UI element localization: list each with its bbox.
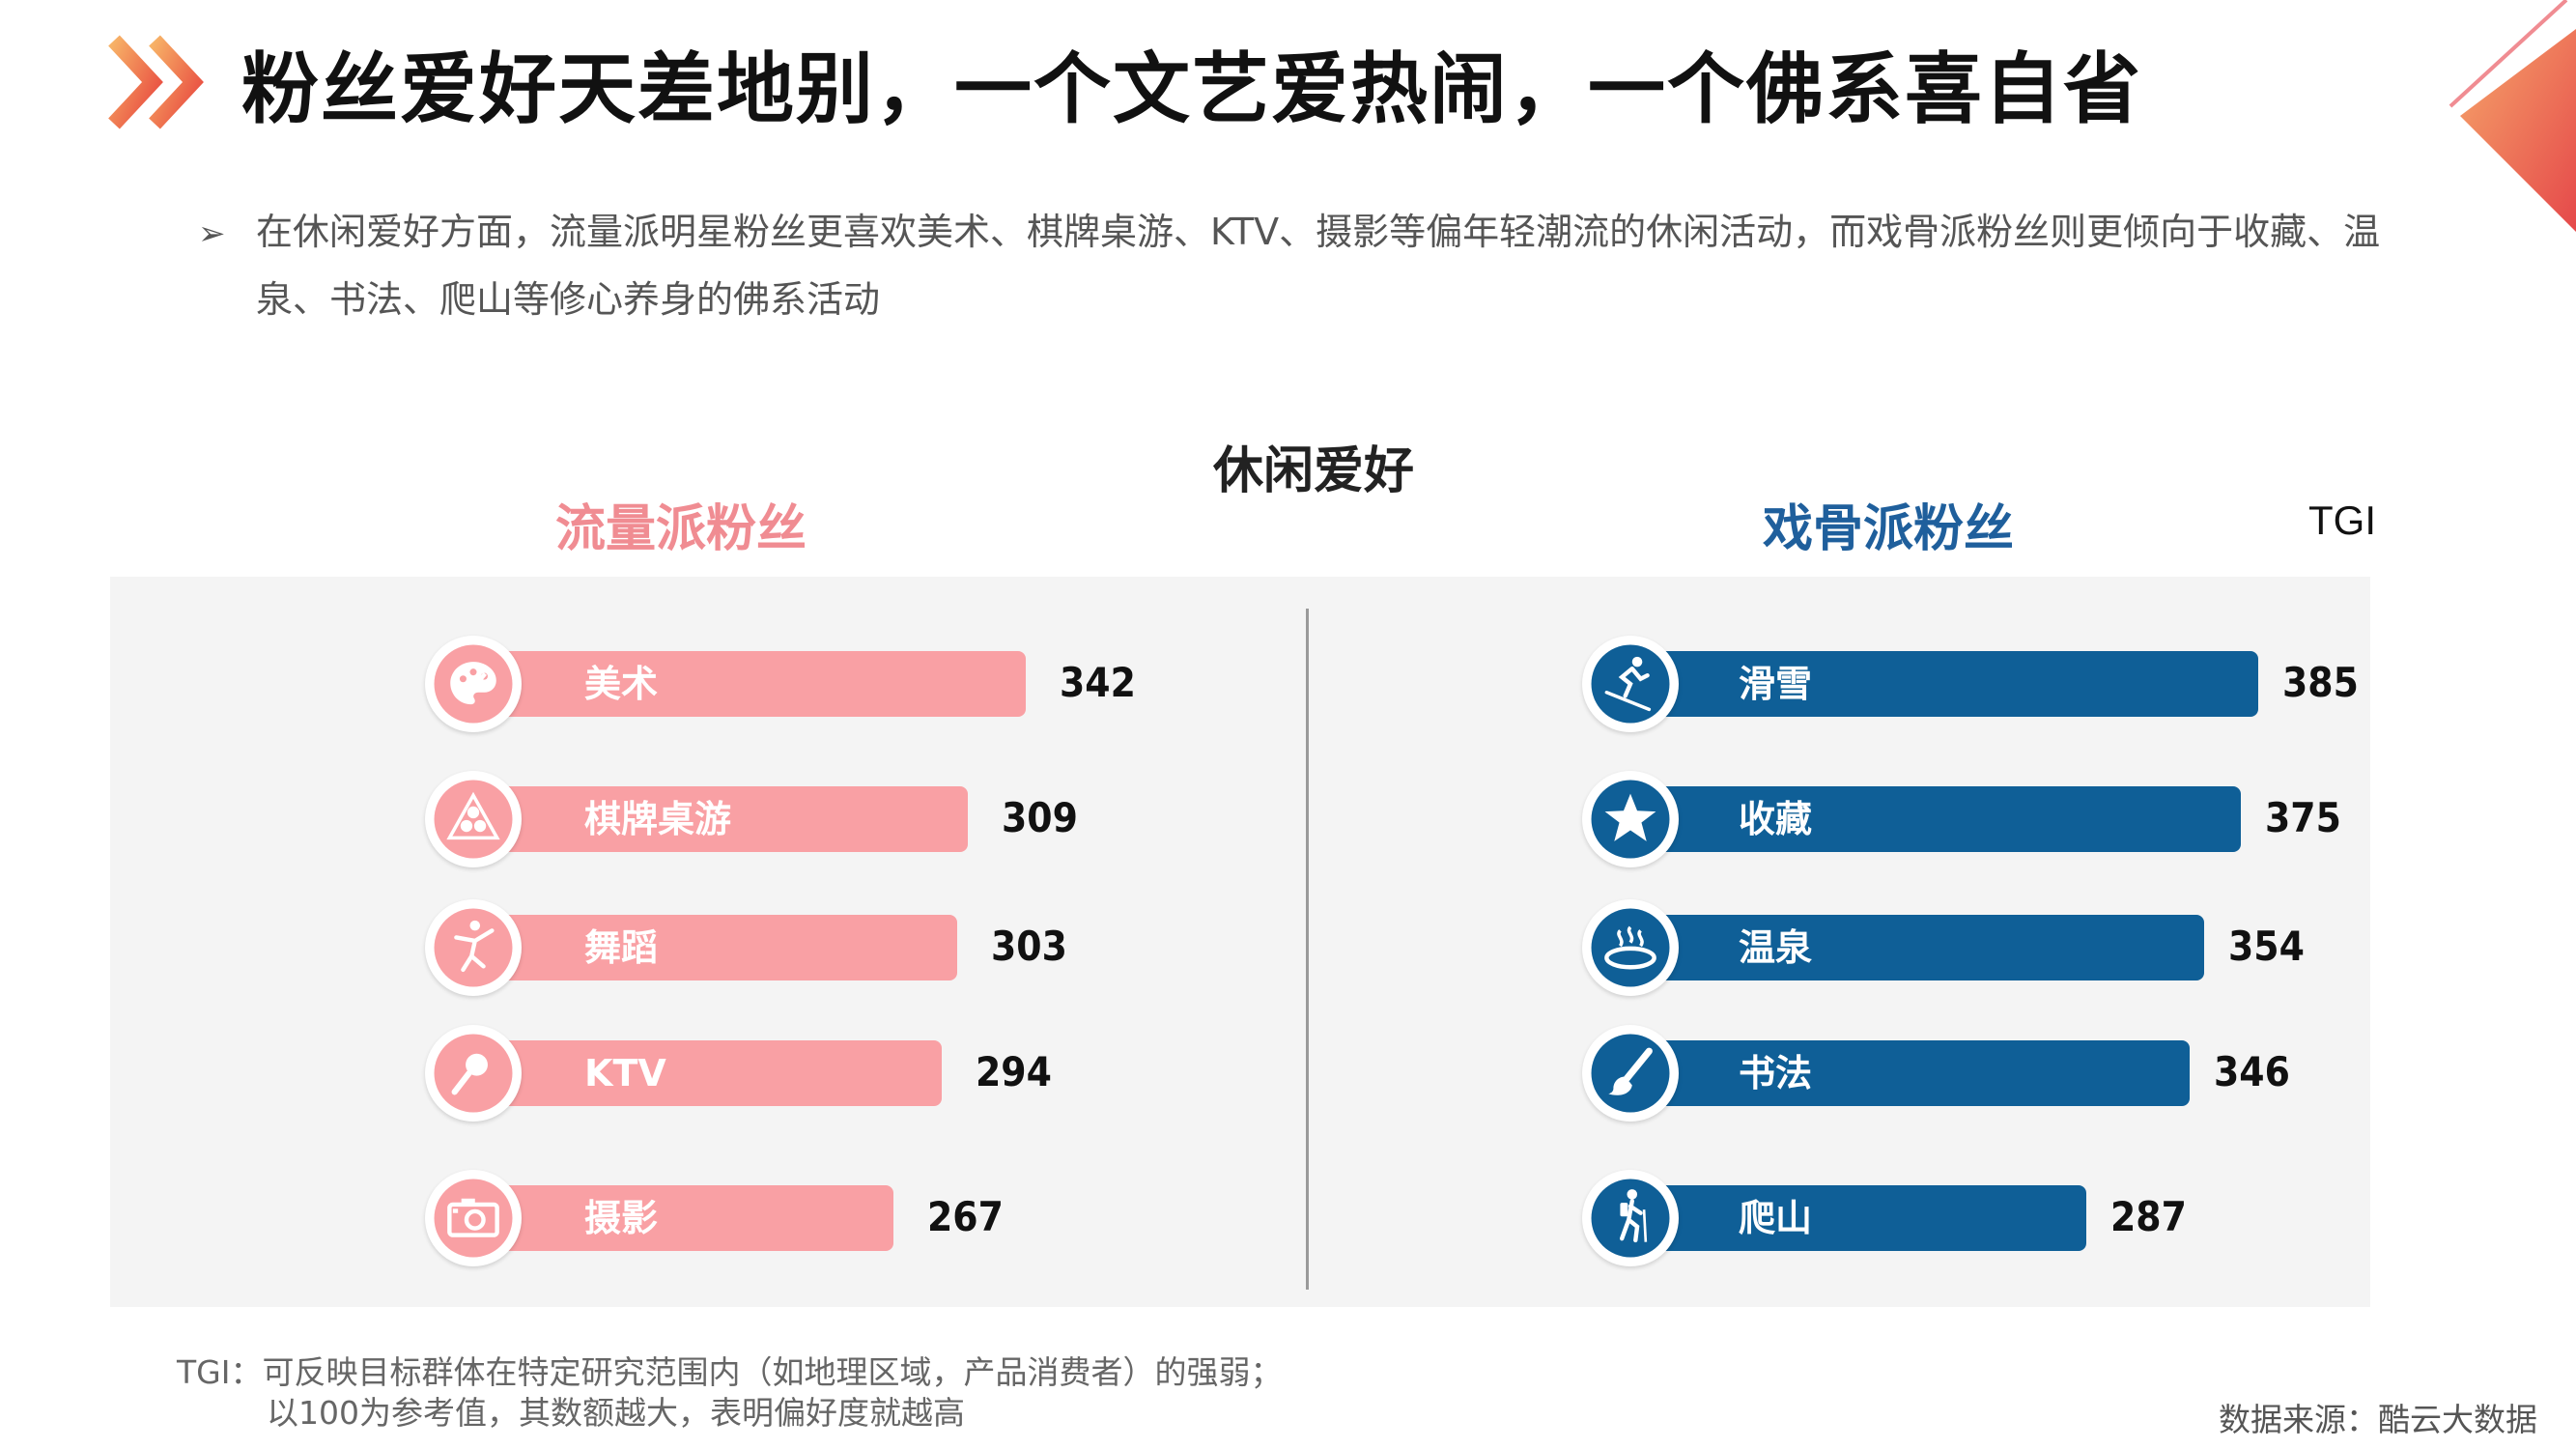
bar-value-label: 354	[2228, 923, 2305, 970]
bar: 棋牌桌游	[488, 786, 968, 852]
bar: 舞蹈	[488, 915, 957, 980]
corner-decoration	[2449, 0, 2576, 232]
bar-label: 收藏	[1739, 798, 1813, 840]
bar: 温泉	[1642, 915, 2204, 980]
footnote: TGI：可反映目标群体在特定研究范围内（如地理区域，产品消费者）的强弱； 以10…	[177, 1352, 1282, 1434]
bar-value-label: 287	[2110, 1193, 2187, 1240]
value-label: TGI	[2308, 497, 2376, 543]
skier-icon	[1582, 636, 1679, 732]
bar-label: 美术	[584, 663, 659, 705]
bar: 爬山	[1642, 1185, 2086, 1251]
intro-text: 在休闲爱好方面，流量派明星粉丝更喜欢美术、棋牌桌游、KTV、摄影等偏年轻潮流的休…	[256, 198, 2449, 333]
bar: 摄影	[488, 1185, 893, 1251]
chart-title: 休闲爱好	[1212, 442, 1414, 500]
microphone-icon	[425, 1025, 522, 1122]
bar-value-label: 342	[1060, 659, 1136, 706]
billiards-icon	[425, 771, 522, 867]
bar: 滑雪	[1642, 651, 2258, 717]
center-divider	[1306, 609, 1309, 1290]
bar-label: 滑雪	[1739, 663, 1813, 705]
bar-value-label: 309	[1002, 794, 1078, 841]
star-icon	[1582, 771, 1679, 867]
bar: 收藏	[1642, 786, 2241, 852]
dancer-icon	[425, 899, 522, 996]
double-chevron-icon	[108, 35, 204, 129]
bar-value-label: 375	[2265, 794, 2341, 841]
page-title: 粉丝爱好天差地别，一个文艺爱热闹，一个佛系喜自省	[241, 44, 2142, 134]
camera-icon	[425, 1170, 522, 1266]
palette-icon	[425, 636, 522, 732]
bar-value-label: 267	[927, 1193, 1004, 1240]
bar-label: 摄影	[584, 1197, 659, 1239]
intro-line-1: 在休闲爱好方面，流量派明星粉丝更喜欢美术、棋牌桌游、KTV、摄影等偏年轻潮流的休…	[256, 211, 2381, 253]
bar-value-label: 294	[976, 1048, 1052, 1095]
brush-icon	[1582, 1025, 1679, 1122]
bar-label: 舞蹈	[584, 926, 659, 969]
footnote-line-1: TGI：可反映目标群体在特定研究范围内（如地理区域，产品消费者）的强弱；	[177, 1353, 1283, 1391]
intro-line-2: 泉、书法、爬山等修心养身的佛系活动	[256, 278, 881, 321]
bar-value-label: 346	[2214, 1048, 2290, 1095]
footnote-line-2: 以100为参考值，其数额越大，表明偏好度就越高	[267, 1394, 965, 1432]
data-source: 数据来源：酷云大数据	[2219, 1401, 2537, 1438]
bar-label: KTV	[584, 1052, 666, 1094]
right-group-header: 戏骨派粉丝	[1762, 500, 2014, 558]
bar-value-label: 303	[991, 923, 1067, 970]
bar-label: 书法	[1739, 1052, 1813, 1094]
bar-value-label: 385	[2282, 659, 2359, 706]
hiker-icon	[1582, 1170, 1679, 1266]
bar: 书法	[1642, 1040, 2190, 1106]
bar: 美术	[488, 651, 1026, 717]
bar-label: 温泉	[1739, 926, 1813, 969]
bar-label: 棋牌桌游	[584, 798, 732, 840]
bar: KTV	[488, 1040, 942, 1106]
bar-label: 爬山	[1739, 1197, 1813, 1239]
left-group-header: 流量派粉丝	[554, 500, 807, 558]
hot-spring-icon	[1582, 899, 1679, 996]
bullet-arrow-icon: ➢	[198, 214, 226, 253]
